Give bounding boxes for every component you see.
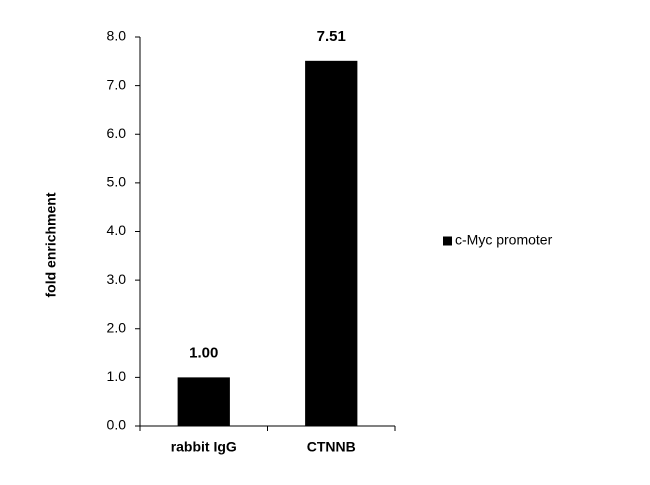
data-label: 7.51 — [317, 28, 346, 45]
y-tick-label: 6.0 — [107, 125, 127, 141]
y-tick-label: 7.0 — [107, 76, 127, 92]
y-tick-label: 0.0 — [107, 417, 127, 433]
bar — [305, 60, 358, 427]
bar — [177, 377, 230, 426]
legend-swatch — [443, 236, 452, 246]
x-tick-label: CTNNB — [307, 439, 356, 455]
y-tick-label: 3.0 — [107, 271, 127, 287]
x-tick-label: rabbit IgG — [171, 439, 237, 455]
data-label: 1.00 — [189, 344, 218, 361]
y-tick-label: 4.0 — [107, 222, 127, 238]
legend-label: c-Myc promoter — [455, 232, 553, 248]
y-tick-label: 2.0 — [107, 319, 127, 335]
y-tick-label: 8.0 — [107, 28, 127, 44]
y-axis-label: fold enrichment — [43, 192, 59, 297]
y-tick-label: 1.0 — [107, 368, 127, 384]
y-tick-label: 5.0 — [107, 174, 127, 190]
